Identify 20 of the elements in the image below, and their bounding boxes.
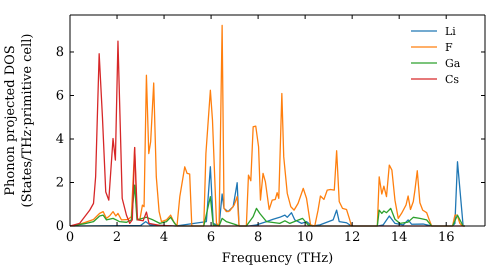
legend-label: Cs — [445, 73, 460, 86]
x-tick-label: 16 — [438, 230, 454, 246]
x-tick-label: 12 — [344, 230, 360, 246]
y-tick-label: 6 — [56, 88, 64, 104]
legend-label: Li — [445, 25, 456, 38]
y-axis-title: Phonon projected DOS (States/THz·primitive cell) — [3, 33, 35, 208]
legend-label: F — [445, 41, 453, 54]
x-tick-label: 14 — [390, 230, 408, 246]
x-tick-label: 0 — [66, 230, 74, 246]
x-tick-label: 4 — [160, 230, 168, 246]
legend-label: Ga — [445, 57, 461, 70]
x-tick-label: 8 — [254, 230, 262, 246]
x-axis-title: Frequency (THz) — [222, 251, 334, 266]
y-tick-label: 2 — [56, 176, 64, 191]
y-tick-label: 8 — [56, 45, 64, 60]
y-tick-label: 4 — [56, 132, 64, 148]
x-tick-label: 10 — [296, 230, 314, 246]
x-tick-label: 6 — [206, 230, 216, 246]
x-tick-label: 2 — [112, 230, 122, 246]
y-tick-label: 0 — [56, 219, 64, 234]
